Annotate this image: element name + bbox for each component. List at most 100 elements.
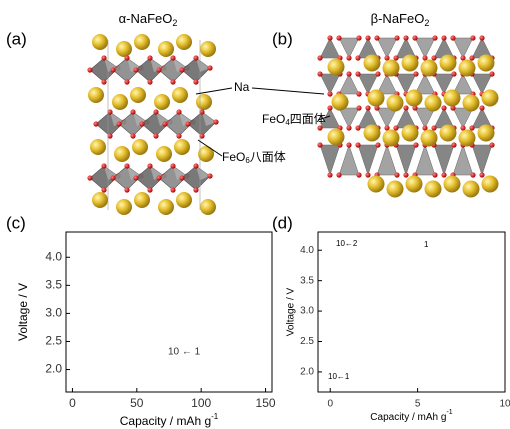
o-atom: [394, 172, 399, 177]
o-atom: [124, 163, 129, 168]
o-atom: [170, 55, 175, 60]
label-suffix: 四面体: [290, 112, 326, 126]
feo4-tetrahedron: [339, 145, 359, 175]
feo4-tetrahedron: [472, 108, 492, 128]
o-atom: [432, 172, 437, 177]
na-atom: [368, 90, 385, 107]
na-atom: [92, 34, 108, 50]
feo4-tetrahedron: [434, 145, 454, 175]
na-atom: [440, 55, 457, 72]
na-label: Na: [234, 80, 250, 94]
o-atom: [130, 109, 135, 114]
o-atom: [207, 173, 212, 178]
na-atom: [172, 87, 188, 103]
title-sub: 2: [172, 18, 177, 28]
feo4-tetrahedron: [377, 38, 397, 58]
o-atom: [87, 175, 92, 180]
na-atom: [482, 90, 499, 107]
feo4-tetrahedron: [377, 145, 397, 175]
annotation: 10←2: [336, 239, 358, 248]
na-atom: [463, 95, 480, 112]
y-tick-label: 2.0: [300, 367, 314, 378]
o-atom: [327, 35, 332, 40]
o-atom: [346, 125, 351, 130]
o-atom: [479, 35, 484, 40]
x-tick-label: 0: [327, 399, 333, 410]
y-tick-label: 3.5: [45, 278, 62, 292]
o-atom: [124, 55, 129, 60]
beta-structure: [317, 35, 498, 197]
title-sub: 2: [424, 18, 429, 28]
o-atom: [479, 172, 484, 177]
y-tick-label: 2.5: [300, 336, 314, 347]
o-atom: [356, 105, 361, 110]
o-atom: [124, 79, 129, 84]
o-atom: [431, 55, 436, 60]
y-tick-label: 3.0: [300, 306, 314, 317]
o-atom: [170, 79, 175, 84]
na-atom: [328, 129, 345, 146]
na-atom: [156, 146, 172, 162]
o-atom: [393, 125, 398, 130]
x-tick-label: 0: [69, 396, 76, 410]
o-atom: [451, 71, 456, 76]
o-atom: [489, 71, 494, 76]
panel-label: (b): [272, 29, 293, 48]
o-atom: [176, 109, 181, 114]
o-atom: [355, 55, 360, 60]
y-tick-label: 2.5: [45, 334, 62, 348]
o-atom: [101, 79, 106, 84]
o-atom: [317, 142, 322, 147]
feo4-tetrahedron: [472, 38, 492, 58]
na-atom: [176, 34, 192, 50]
o-atom: [317, 55, 322, 60]
plot-frame: [318, 232, 505, 392]
na-atom: [200, 199, 216, 215]
o-atom: [365, 172, 370, 177]
o-atom: [403, 172, 408, 177]
o-atom: [431, 125, 436, 130]
o-atom: [193, 187, 198, 192]
o-atom: [441, 105, 446, 110]
feo4-tetrahedron: [339, 74, 359, 94]
na-atom: [368, 176, 385, 193]
annotation: 10 ← 1: [168, 347, 201, 358]
x-label-sup: -1: [446, 409, 452, 416]
na-atom: [158, 41, 174, 57]
x-tick-label: 5: [415, 399, 421, 410]
panel-label: (d): [272, 213, 293, 232]
y-tick-label: 3.5: [300, 275, 314, 286]
o-atom: [93, 121, 98, 126]
label-text: FeO: [222, 150, 245, 164]
na-atom: [332, 94, 349, 111]
feo4-tetrahedron: [339, 38, 359, 58]
o-atom: [336, 35, 341, 40]
o-atom: [110, 175, 115, 180]
leader-line: [252, 88, 324, 94]
na-atom: [130, 87, 146, 103]
o-atom: [327, 105, 332, 110]
o-atom: [327, 172, 332, 177]
o-atom: [116, 121, 121, 126]
na-atom: [154, 94, 170, 110]
na-atom: [90, 139, 106, 155]
structure-title: β-NaFeO2: [371, 11, 430, 28]
o-atom: [147, 187, 152, 192]
o-atom: [87, 67, 92, 72]
na-atom: [112, 94, 128, 110]
o-atom: [441, 35, 446, 40]
feo4-label: FeO4四面体: [262, 112, 326, 127]
na-atom: [116, 41, 132, 57]
o-atom: [365, 35, 370, 40]
na-atom: [482, 176, 499, 193]
o-atom: [124, 187, 129, 192]
o-atom: [374, 35, 379, 40]
na-atom: [116, 199, 132, 215]
o-atom: [403, 105, 408, 110]
o-atom: [450, 35, 455, 40]
na-atom: [421, 60, 438, 77]
o-atom: [470, 172, 475, 177]
na-atom: [478, 55, 495, 72]
na-atom: [364, 55, 381, 72]
o-atom: [130, 133, 135, 138]
